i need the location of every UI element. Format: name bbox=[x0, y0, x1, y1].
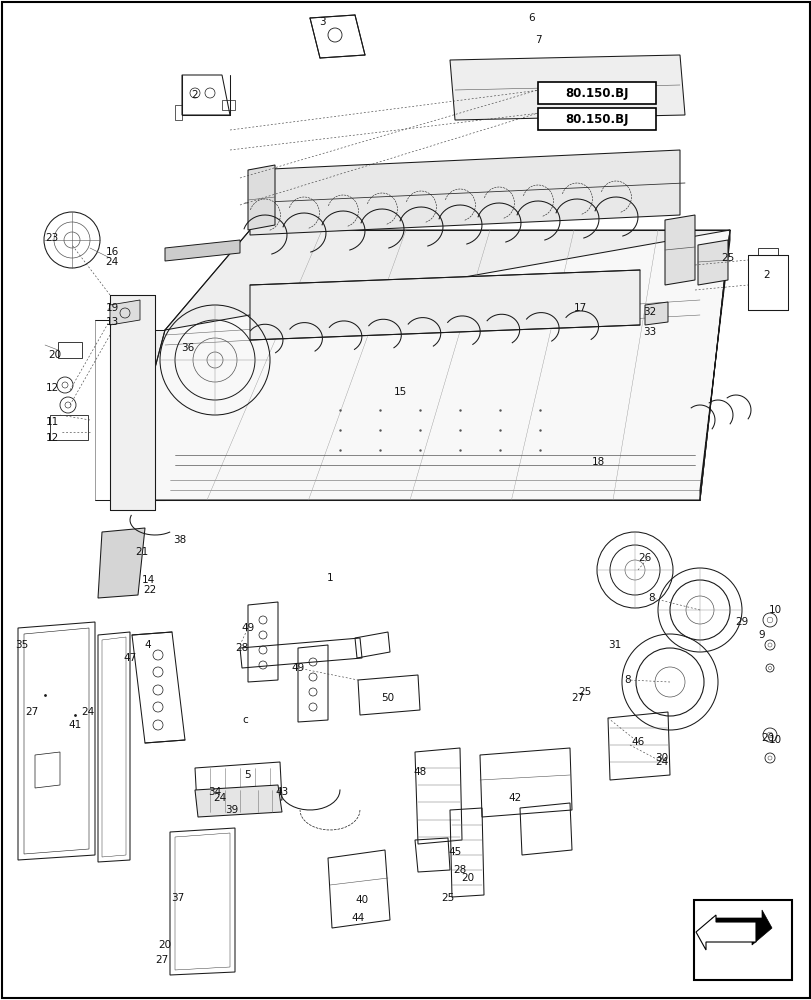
Text: 25: 25 bbox=[441, 893, 454, 903]
Polygon shape bbox=[165, 230, 729, 330]
Bar bbox=[538, 82, 655, 104]
Text: 27: 27 bbox=[571, 693, 584, 703]
Text: 32: 32 bbox=[642, 307, 656, 317]
Polygon shape bbox=[250, 270, 639, 340]
Text: 23: 23 bbox=[45, 233, 58, 243]
Text: 48: 48 bbox=[413, 767, 426, 777]
Polygon shape bbox=[644, 302, 667, 325]
Text: 28: 28 bbox=[235, 643, 248, 653]
Text: 34: 34 bbox=[208, 787, 221, 797]
Polygon shape bbox=[449, 55, 684, 120]
Text: 7: 7 bbox=[534, 35, 541, 45]
Text: 3: 3 bbox=[318, 17, 325, 27]
Polygon shape bbox=[98, 528, 145, 598]
Text: 22: 22 bbox=[144, 585, 157, 595]
Text: 49: 49 bbox=[241, 623, 255, 633]
Text: 49: 49 bbox=[291, 663, 304, 673]
Bar bbox=[538, 108, 655, 130]
Text: 20: 20 bbox=[461, 873, 474, 883]
Text: 50: 50 bbox=[381, 693, 394, 703]
Text: 29: 29 bbox=[735, 617, 748, 627]
Text: 27: 27 bbox=[155, 955, 169, 965]
Text: 2: 2 bbox=[763, 270, 770, 280]
Text: 30: 30 bbox=[654, 753, 667, 763]
Text: 10: 10 bbox=[767, 605, 781, 615]
Text: 20: 20 bbox=[49, 350, 62, 360]
Polygon shape bbox=[165, 240, 240, 261]
Text: 25: 25 bbox=[577, 687, 591, 697]
Text: 2: 2 bbox=[191, 90, 198, 100]
Text: 25: 25 bbox=[720, 253, 734, 263]
Text: 24: 24 bbox=[105, 257, 118, 267]
Text: 35: 35 bbox=[15, 640, 28, 650]
Text: 12: 12 bbox=[45, 383, 58, 393]
Text: 31: 31 bbox=[607, 640, 621, 650]
Polygon shape bbox=[250, 150, 679, 235]
Text: 8: 8 bbox=[648, 593, 654, 603]
Text: 20: 20 bbox=[158, 940, 171, 950]
Text: 20: 20 bbox=[761, 733, 774, 743]
Polygon shape bbox=[664, 215, 694, 285]
Bar bbox=[693, 900, 791, 980]
Text: 6: 6 bbox=[528, 13, 534, 23]
Polygon shape bbox=[109, 300, 139, 325]
Text: 47: 47 bbox=[123, 653, 136, 663]
Text: 38: 38 bbox=[174, 535, 187, 545]
Polygon shape bbox=[120, 330, 165, 500]
Text: 37: 37 bbox=[171, 893, 184, 903]
Polygon shape bbox=[195, 785, 281, 817]
Text: 5: 5 bbox=[244, 770, 251, 780]
Text: 11: 11 bbox=[45, 417, 58, 427]
Text: 24: 24 bbox=[81, 707, 95, 717]
Text: 80.150.BJ: 80.150.BJ bbox=[564, 87, 628, 100]
Text: 14: 14 bbox=[141, 575, 154, 585]
Text: 8: 8 bbox=[624, 675, 630, 685]
Text: 26: 26 bbox=[637, 553, 650, 563]
Text: 4: 4 bbox=[144, 640, 151, 650]
Text: 12: 12 bbox=[45, 433, 58, 443]
Text: 17: 17 bbox=[573, 303, 586, 313]
Text: 16: 16 bbox=[105, 247, 118, 257]
Text: 44: 44 bbox=[351, 913, 364, 923]
Text: 45: 45 bbox=[448, 847, 461, 857]
Polygon shape bbox=[247, 165, 275, 230]
Text: 36: 36 bbox=[181, 343, 195, 353]
Text: 28: 28 bbox=[453, 865, 466, 875]
Text: 43: 43 bbox=[275, 787, 288, 797]
Text: 42: 42 bbox=[508, 793, 521, 803]
Polygon shape bbox=[120, 230, 729, 500]
Text: 33: 33 bbox=[642, 327, 656, 337]
Text: 80.150.BJ: 80.150.BJ bbox=[564, 113, 628, 126]
Text: 15: 15 bbox=[393, 387, 406, 397]
Text: 9: 9 bbox=[757, 630, 765, 640]
Text: 39: 39 bbox=[225, 805, 238, 815]
Text: 46: 46 bbox=[631, 737, 644, 747]
Text: 21: 21 bbox=[135, 547, 148, 557]
Text: 18: 18 bbox=[590, 457, 604, 467]
Text: 13: 13 bbox=[105, 317, 118, 327]
Polygon shape bbox=[699, 230, 729, 500]
Text: 1: 1 bbox=[326, 573, 333, 583]
Text: 24: 24 bbox=[654, 757, 667, 767]
Polygon shape bbox=[711, 910, 771, 945]
Text: 40: 40 bbox=[355, 895, 368, 905]
Text: c: c bbox=[242, 715, 247, 725]
Polygon shape bbox=[697, 240, 727, 285]
Text: 10: 10 bbox=[767, 735, 781, 745]
Text: 41: 41 bbox=[68, 720, 82, 730]
Polygon shape bbox=[109, 295, 155, 510]
Text: 27: 27 bbox=[25, 707, 39, 717]
Text: 19: 19 bbox=[105, 303, 118, 313]
Text: 24: 24 bbox=[213, 793, 226, 803]
Polygon shape bbox=[695, 915, 755, 950]
